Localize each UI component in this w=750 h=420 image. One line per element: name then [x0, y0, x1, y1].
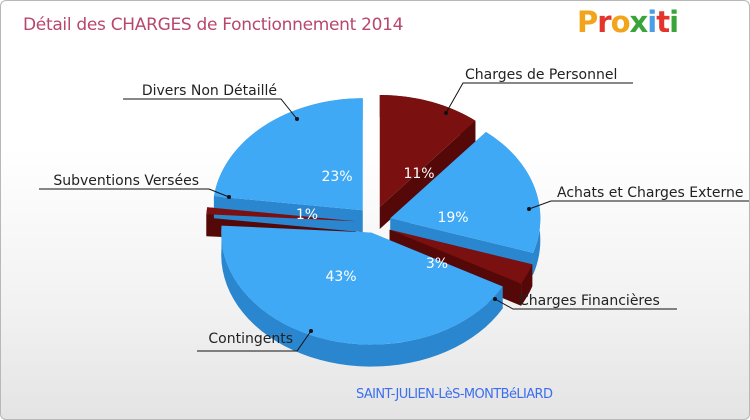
- callout-dot-subventions-versees: [227, 195, 231, 199]
- slice-subventions-versees[interactable]: [206, 207, 357, 222]
- value-label-subventions-versees: 1%: [296, 207, 318, 223]
- callout-line-achats-et-charges-externes: [528, 200, 749, 210]
- callout-label-subventions-versees: Subventions Versées: [53, 173, 199, 189]
- callout-label-divers-non-detaille: Divers Non Détaillé: [142, 83, 277, 99]
- slice-value-labels: 11% 19% 3% 43% 1% 23%: [296, 166, 469, 285]
- callout-dot-charges-de-personnel: [444, 111, 448, 115]
- chart-title: Détail des CHARGES de Fonctionnement 201…: [23, 15, 404, 35]
- slice-edge-charges-de-personnel: [379, 120, 476, 230]
- slice-callouts: Charges de Personnel Achats et Charges Ex…: [39, 67, 749, 352]
- callout-line-divers-non-detaille: [123, 98, 298, 120]
- callout-label-achats-et-charges-externes: Achats et Charges Externe: [557, 185, 743, 201]
- logo-letter: o: [610, 5, 631, 39]
- callout-line-subventions-versees: [39, 188, 230, 198]
- callout-line-charges-financieres: [494, 298, 677, 310]
- callout-dot-charges-financieres: [493, 297, 497, 301]
- slice-edge-divers-non-detaille: [213, 196, 363, 233]
- slice-achats-et-charges-externes[interactable]: [390, 131, 541, 253]
- value-label-charges-financieres: 3%: [426, 256, 448, 272]
- callout-line-contingents: [197, 330, 312, 352]
- callout-line-charges-de-personnel: [445, 82, 633, 114]
- logo-letter: P: [577, 5, 598, 39]
- slice-charges-de-personnel[interactable]: [379, 95, 476, 208]
- value-label-divers-non-detaille: 23%: [321, 169, 352, 185]
- callout-label-charges-financieres: Charges Financières: [519, 293, 660, 309]
- proxiti-logo[interactable]: Proxiti: [577, 5, 679, 39]
- city-name[interactable]: SAINT-JULIEN-LèS-MONTBéLIARD: [356, 387, 553, 402]
- pie-tops: [206, 95, 541, 345]
- callout-dot-divers-non-detaille: [295, 117, 299, 121]
- slice-contingents[interactable]: [221, 225, 503, 345]
- callout-label-contingents: Contingents: [208, 331, 293, 347]
- value-label-contingents: 43%: [325, 269, 356, 285]
- logo-letter: i: [669, 5, 679, 39]
- value-label-achats-et-charges-externes: 19%: [437, 210, 468, 226]
- logo-letter: x: [629, 5, 649, 39]
- slice-divers-non-detaille[interactable]: [213, 98, 363, 211]
- logo-letter: t: [656, 5, 670, 39]
- slice-side-contingents: [221, 225, 503, 367]
- callout-dot-contingents: [309, 329, 313, 333]
- logo-letter: r: [597, 5, 611, 39]
- callout-dot-achats-et-charges-externes: [527, 207, 531, 211]
- callout-label-charges-de-personnel: Charges de Personnel: [465, 67, 617, 83]
- value-label-charges-de-personnel: 11%: [403, 166, 434, 182]
- slice-charges-financieres[interactable]: [389, 229, 533, 284]
- logo-letter: i: [647, 5, 657, 39]
